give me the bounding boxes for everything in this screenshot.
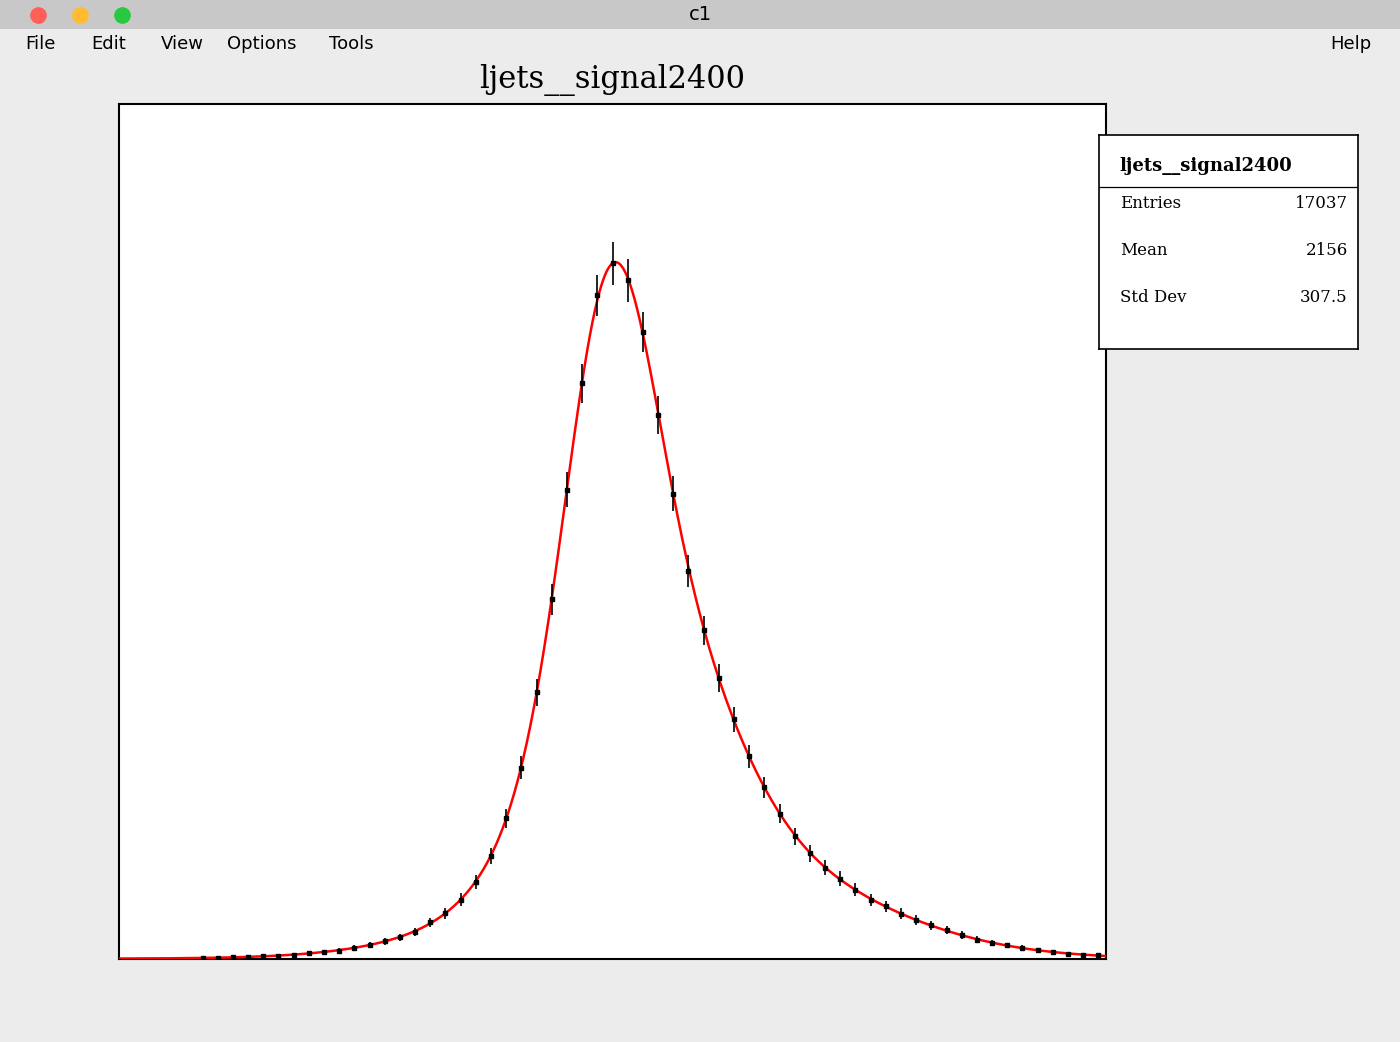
Text: View: View (161, 34, 204, 53)
Text: Std Dev: Std Dev (1120, 290, 1186, 306)
Text: File: File (25, 34, 56, 53)
Text: ljets__signal2400: ljets__signal2400 (1120, 157, 1292, 175)
Text: Tools: Tools (329, 34, 374, 53)
Text: 307.5: 307.5 (1301, 290, 1348, 306)
Text: c1: c1 (689, 5, 711, 24)
Text: Options: Options (227, 34, 297, 53)
Text: Edit: Edit (91, 34, 126, 53)
Text: Entries: Entries (1120, 195, 1180, 213)
Title: ljets__signal2400: ljets__signal2400 (479, 64, 745, 96)
Text: 17037: 17037 (1295, 195, 1348, 213)
Text: Mean: Mean (1120, 243, 1168, 259)
Text: Help: Help (1331, 34, 1372, 53)
Text: 2156: 2156 (1305, 243, 1348, 259)
